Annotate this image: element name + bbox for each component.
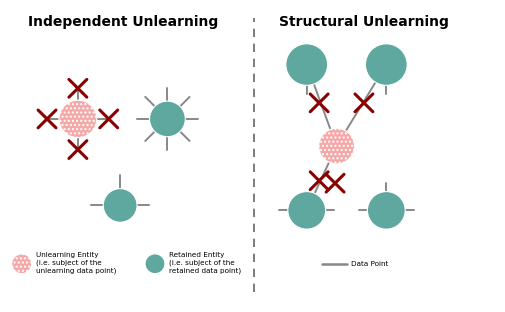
Text: Structural Unlearning: Structural Unlearning xyxy=(278,15,448,29)
Text: Unlearning Entity
(i.e. subject of the
unlearning data point): Unlearning Entity (i.e. subject of the u… xyxy=(35,251,116,274)
Circle shape xyxy=(59,100,96,138)
Circle shape xyxy=(149,101,185,137)
Circle shape xyxy=(367,192,405,229)
Circle shape xyxy=(318,128,354,164)
Circle shape xyxy=(145,254,165,274)
Text: Data Point: Data Point xyxy=(351,261,388,267)
Text: Independent Unlearning: Independent Unlearning xyxy=(27,15,217,29)
Text: Retained Entity
(i.e. subject of the
retained data point): Retained Entity (i.e. subject of the ret… xyxy=(169,251,240,274)
Circle shape xyxy=(103,189,137,222)
Circle shape xyxy=(12,254,31,274)
Circle shape xyxy=(365,44,407,85)
Circle shape xyxy=(287,192,325,229)
Circle shape xyxy=(285,44,327,85)
